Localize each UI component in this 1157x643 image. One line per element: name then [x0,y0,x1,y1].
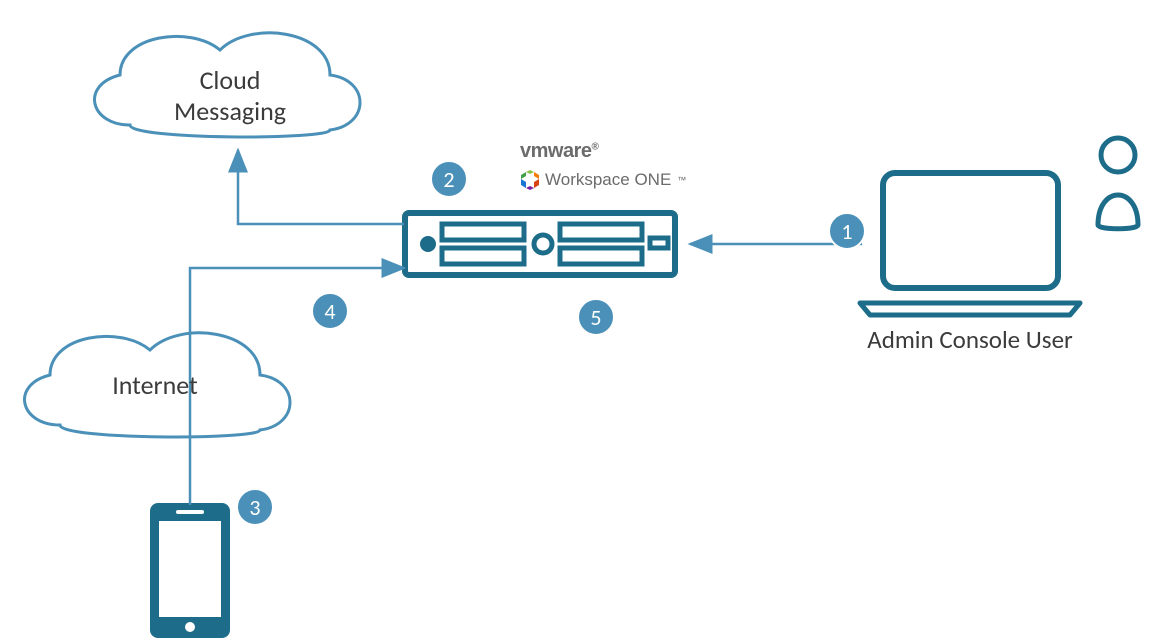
vmware-reg: ® [592,141,599,152]
vmware-text: vmware [520,140,592,162]
laptop-node [860,173,1080,315]
badge-2-num: 2 [443,166,454,193]
diagram-canvas: Cloud Messaging Internet Admin Console U… [0,0,1157,643]
badge-5-num: 5 [590,304,601,331]
vmware-brand: vmware® [520,140,598,163]
badge-2: 2 [430,160,468,198]
ws1-text: Workspace ONE [545,170,671,190]
ws1-tm: ™ [677,175,686,185]
badge-3: 3 [236,488,274,526]
badge-1: 1 [828,212,866,250]
cloud-messaging-label: Cloud Messaging [130,65,330,127]
badge-4: 4 [311,292,349,330]
ws1-brand: Workspace ONE ™ [545,170,686,190]
laptop-label: Admin Console User [830,325,1110,355]
badge-4-num: 4 [324,298,335,325]
badge-1-num: 1 [841,218,852,245]
badge-3-num: 3 [249,494,260,521]
server-node [405,213,675,275]
edges [190,150,862,505]
ws1-logo-icon [521,170,539,190]
phone-node [150,503,230,638]
internet-label: Internet [55,370,255,401]
badge-5: 5 [577,298,615,336]
user-icon [1098,138,1138,229]
